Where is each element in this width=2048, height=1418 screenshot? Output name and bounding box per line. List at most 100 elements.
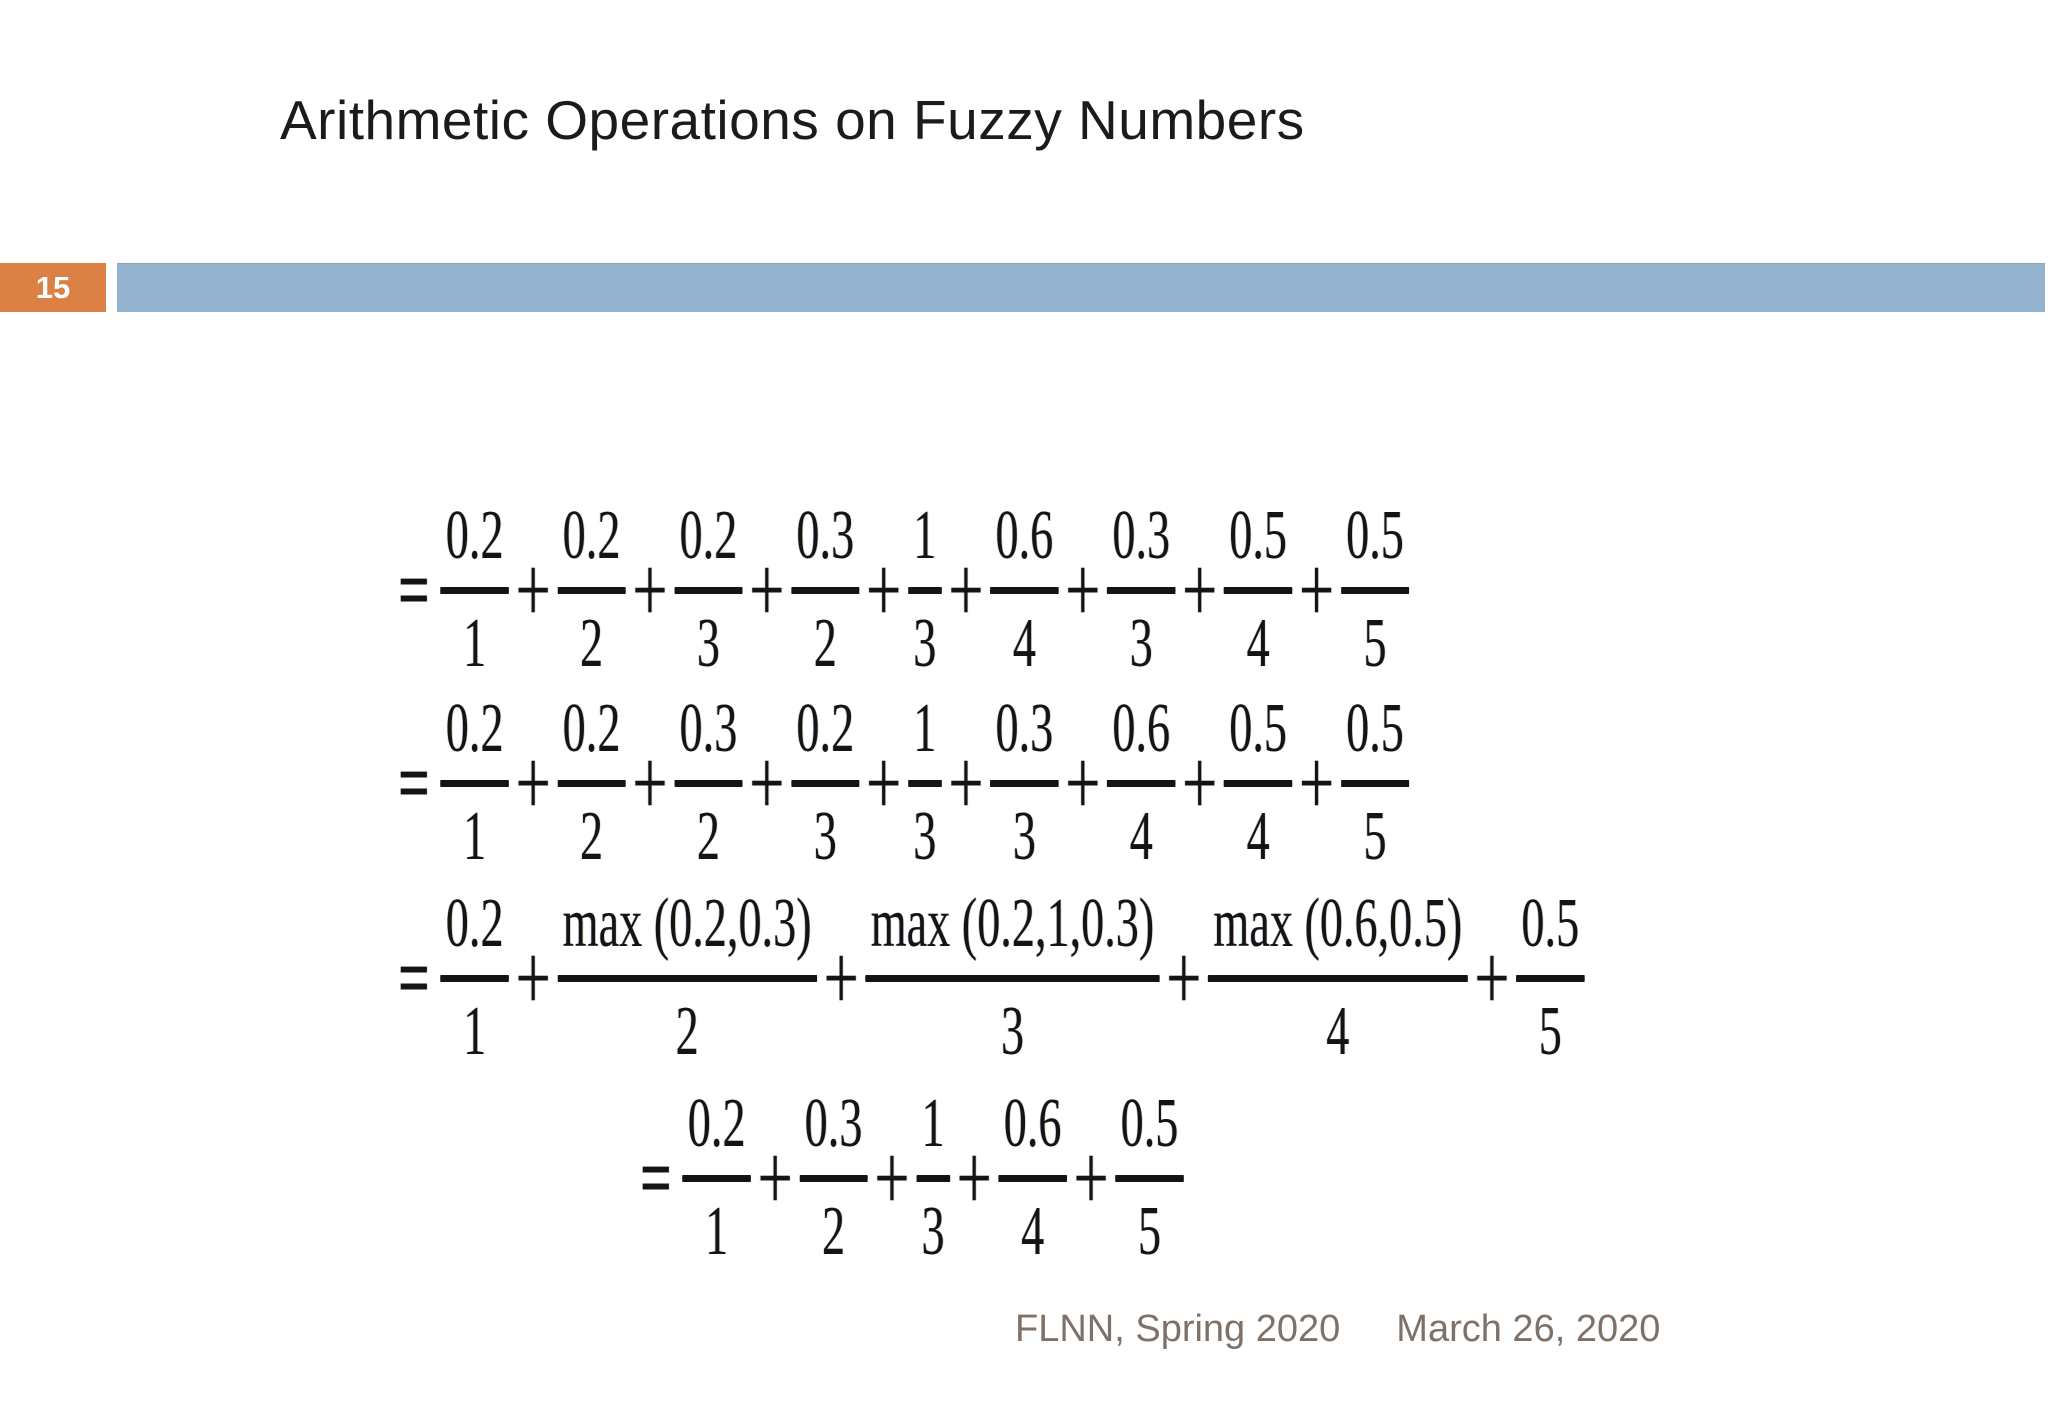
plus-sign: + [1298, 536, 1335, 643]
slide-title: Arithmetic Operations on Fuzzy Numbers [280, 89, 1305, 151]
fraction-denominator: 1 [463, 797, 487, 875]
fraction-bar [908, 586, 942, 594]
fraction-denominator: 4 [1012, 604, 1036, 682]
fraction-denominator: 3 [921, 1192, 945, 1270]
page-number: 15 [35, 269, 71, 305]
fraction-bar [799, 1174, 868, 1182]
fraction-denominator: 4 [1021, 1192, 1045, 1270]
fraction-bar [1115, 1174, 1184, 1182]
fraction: 0.6 4 [990, 496, 1059, 684]
plus-sign: + [948, 536, 984, 643]
fraction-denominator: 2 [813, 604, 837, 682]
fraction-denominator: 2 [822, 1192, 846, 1270]
fraction: 0.5 4 [1223, 689, 1293, 877]
fraction-numerator: 0.3 [995, 690, 1054, 767]
fraction-denominator: 3 [1000, 992, 1025, 1070]
fraction: 0.5 5 [1516, 884, 1585, 1072]
fraction-numerator: 0.5 [1521, 885, 1580, 962]
fraction: max (0.2,1,0.3) 3 [865, 884, 1160, 1072]
fraction: 0.2 2 [557, 689, 626, 877]
fraction-numerator: 1 [921, 1085, 945, 1162]
fraction-numerator: 0.5 [1229, 497, 1288, 574]
fraction-denominator: 3 [1129, 604, 1153, 682]
fraction-numerator: max (0.2,1,0.3) [870, 885, 1155, 962]
fraction-numerator: 0.2 [796, 690, 855, 767]
fraction-denominator: 2 [696, 797, 720, 875]
fraction-numerator: 0.3 [804, 1085, 863, 1162]
fraction: 0.5 5 [1115, 1084, 1184, 1272]
fraction-bar [1340, 779, 1410, 787]
fraction-denominator: 1 [705, 1192, 729, 1270]
plus-sign: + [874, 1124, 910, 1231]
fraction-numerator: 1 [913, 690, 937, 767]
fraction: 0.3 3 [1107, 496, 1176, 684]
plus-sign: + [1298, 729, 1335, 836]
fraction-bar [791, 779, 860, 787]
footer-date: March 26, 2020 [1396, 1308, 1661, 1350]
plus-sign: + [1166, 924, 1202, 1031]
fraction-bar [557, 974, 817, 982]
fraction-numerator: 0.2 [562, 497, 621, 574]
equation-line-3: = 0.2 1 + max (0.2,0.3) 2 + max (0.2,1,0.3) 3 + ma… [398, 884, 1590, 1072]
fraction-numerator: 0.5 [1346, 497, 1404, 574]
fraction-bar [440, 974, 509, 982]
fraction: 0.2 1 [682, 1084, 751, 1272]
fraction: 0.6 4 [998, 1084, 1067, 1272]
fraction-numerator: 1 [913, 497, 937, 574]
plus-sign: + [632, 536, 668, 643]
fraction-denominator: 3 [696, 604, 720, 682]
plus-sign: + [749, 729, 785, 836]
equals-sign: = [398, 542, 430, 637]
fraction-numerator: 0.2 [445, 497, 504, 574]
fraction-bar [1223, 586, 1293, 594]
fraction: 0.2 3 [674, 496, 743, 684]
fraction-numerator: 0.2 [562, 690, 621, 767]
fraction-denominator: 1 [463, 604, 487, 682]
fraction-denominator: 3 [813, 797, 837, 875]
fraction-numerator: 0.3 [1112, 497, 1171, 574]
fraction-numerator: max (0.6,0.5) [1213, 885, 1463, 962]
fraction-denominator: 4 [1246, 604, 1270, 682]
fraction-denominator: 5 [1363, 797, 1387, 875]
fraction-bar [908, 779, 942, 787]
fraction-denominator: 5 [1363, 604, 1387, 682]
plus-sign: + [1073, 1124, 1109, 1231]
fraction-bar [674, 779, 743, 787]
fraction-numerator: 0.2 [445, 885, 504, 962]
fraction-numerator: 0.3 [796, 497, 855, 574]
fraction-bar [998, 1174, 1067, 1182]
equals-sign: = [640, 1130, 672, 1225]
fraction-denominator: 5 [1538, 992, 1562, 1070]
fraction: 0.2 1 [440, 689, 509, 877]
fraction-numerator: 0.2 [679, 497, 738, 574]
fraction-numerator: 0.6 [1112, 690, 1171, 767]
fraction-denominator: 1 [463, 992, 487, 1070]
fraction-denominator: 4 [1129, 797, 1153, 875]
fraction: 0.2 1 [440, 496, 509, 684]
plus-sign: + [956, 1124, 992, 1231]
fraction-numerator: 0.5 [1229, 690, 1288, 767]
plus-sign: + [515, 729, 551, 836]
fraction-bar [1107, 586, 1176, 594]
plus-sign: + [1182, 729, 1218, 836]
plus-sign: + [1065, 536, 1101, 643]
equation-line-2: = 0.2 1 +0.2 2 +0.3 2 +0.2 3 +1 3 +0.3 3 +0.6 4 +0.5 4 +0… [398, 689, 1414, 877]
fraction-denominator: 2 [580, 797, 604, 875]
plus-sign: + [948, 729, 984, 836]
fraction-denominator: 4 [1246, 797, 1270, 875]
fraction-bar [1107, 779, 1176, 787]
fraction-numerator: 0.6 [1003, 1085, 1062, 1162]
fraction-bar [916, 1174, 950, 1182]
fraction-bar [990, 779, 1059, 787]
equals-sign: = [398, 930, 430, 1025]
equation-line-1: = 0.2 1 +0.2 2 +0.2 3 +0.3 2 +1 3 +0.6 4 +0.3 3 +0.5 4 +0… [398, 496, 1414, 684]
fraction-numerator: max (0.2,0.3) [562, 885, 812, 962]
plus-sign: + [515, 536, 551, 643]
fraction-bar [440, 779, 509, 787]
fraction-bar [557, 779, 626, 787]
fraction-numerator: 0.5 [1346, 690, 1404, 767]
fraction-bar [674, 586, 743, 594]
